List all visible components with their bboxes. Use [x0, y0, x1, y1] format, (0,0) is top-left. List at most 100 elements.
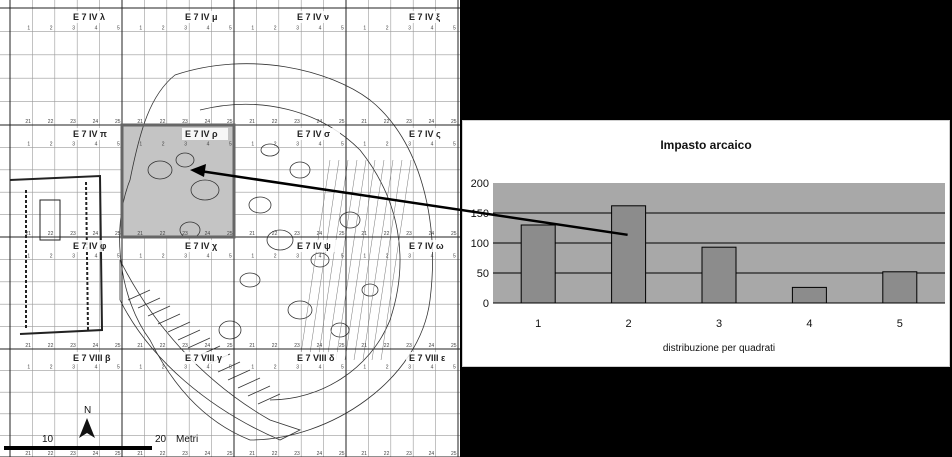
cell-number: 23: [70, 343, 76, 349]
cell-number: 2: [274, 365, 277, 371]
cell-number: 23: [294, 451, 300, 457]
cell-number: 5: [341, 141, 344, 147]
cell-number: 2: [386, 365, 389, 371]
chart-panel: Impasto arcaico 200 150 100 50 0 1 2 3 4 5 distribu…: [462, 120, 950, 367]
cell-number: 21: [361, 231, 367, 237]
grid-label-E7IV-nu: E 7 IV ν: [297, 12, 329, 22]
cell-number: 25: [115, 451, 121, 457]
cell-number: 2: [162, 365, 165, 371]
cell-number: 25: [339, 343, 345, 349]
cell-number: 24: [205, 451, 211, 457]
cell-number: 1: [363, 25, 366, 31]
cell-number: 5: [341, 25, 344, 31]
cell-number: 22: [384, 119, 390, 125]
cell-number: 5: [229, 253, 232, 259]
bar-1: [520, 224, 556, 304]
cell-number: 22: [272, 451, 278, 457]
cell-number: 25: [451, 231, 457, 237]
cell-number: 25: [115, 231, 121, 237]
cell-number: 22: [272, 343, 278, 349]
cell-number: 25: [227, 231, 233, 237]
north-label: N: [84, 405, 91, 416]
cell-number: 23: [70, 119, 76, 125]
cell-number: 4: [207, 141, 210, 147]
cell-number: 25: [339, 451, 345, 457]
bar-2: [611, 205, 647, 304]
cell-number: 2: [274, 141, 277, 147]
cell-number: 22: [384, 231, 390, 237]
cell-number: 2: [50, 365, 53, 371]
cell-number: 1: [139, 141, 142, 147]
cell-number: 24: [317, 231, 323, 237]
cell-number: 2: [50, 253, 53, 259]
cell-number: 21: [361, 451, 367, 457]
cell-number: 5: [341, 365, 344, 371]
cell-number: 21: [361, 343, 367, 349]
cell-number: 2: [274, 25, 277, 31]
cell-number: 25: [115, 119, 121, 125]
cell-number: 22: [48, 343, 54, 349]
cell-number: 23: [406, 119, 412, 125]
cell-number: 23: [182, 451, 188, 457]
cell-number: 2: [386, 141, 389, 147]
cell-number: 4: [431, 25, 434, 31]
cell-number: 3: [184, 365, 187, 371]
cell-number: 1: [139, 253, 142, 259]
cell-number: 5: [229, 25, 232, 31]
scale-label-20: 20: [155, 434, 167, 445]
cell-number: 24: [93, 451, 99, 457]
cell-number: 22: [48, 119, 54, 125]
cell-number: 1: [27, 365, 30, 371]
cell-number: 2: [386, 253, 389, 259]
cell-number: 24: [429, 119, 435, 125]
cell-number: 24: [93, 119, 99, 125]
grid-label-E7IV-xi: E 7 IV ξ: [409, 12, 440, 22]
cell-number: 24: [429, 451, 435, 457]
cell-number: 2: [162, 253, 165, 259]
cell-number: 23: [182, 343, 188, 349]
cell-number: 3: [408, 25, 411, 31]
cell-number: 4: [431, 253, 434, 259]
cell-number: 5: [117, 141, 120, 147]
cell-number: 2: [50, 25, 53, 31]
cell-number: 21: [137, 231, 143, 237]
y-tick-label: 150: [471, 208, 489, 220]
cell-number: 1: [27, 141, 30, 147]
cell-number: 23: [406, 451, 412, 457]
cell-number: 3: [184, 141, 187, 147]
cell-number: 3: [408, 141, 411, 147]
scale-unit: Metri: [176, 434, 198, 445]
cell-number: 1: [251, 141, 254, 147]
cell-number: 23: [182, 231, 188, 237]
cell-number: 4: [207, 253, 210, 259]
cell-number: 24: [205, 119, 211, 125]
grid-label-E7IV-sigma: E 7 IV σ: [297, 129, 330, 139]
cell-number: 21: [25, 231, 31, 237]
cell-number: 25: [227, 343, 233, 349]
x-tick-label: 3: [716, 318, 722, 330]
cell-number: 22: [48, 231, 54, 237]
grid-labels: E 7 IV λ E 7 IV μ E 7 IV ν E 7 IV ξ E 7 IV π…: [70, 11, 452, 364]
cell-number: 3: [184, 25, 187, 31]
cell-numbers: 1212223234245251212223234245251212223234…: [25, 25, 456, 457]
cell-number: 23: [70, 451, 76, 457]
cell-number: 22: [384, 343, 390, 349]
x-axis-title: distribuzione per quadrati: [663, 343, 775, 354]
excavation-map: 1 21 2 22 3 23 4 24 5 25 1 21 2 22 3 23 4 24 5 25 1 21 2 22 3 23 4…: [0, 0, 460, 457]
cell-number: 5: [117, 253, 120, 259]
cell-number: 4: [319, 365, 322, 371]
cell-number: 21: [137, 119, 143, 125]
cell-number: 25: [451, 119, 457, 125]
cell-number: 5: [229, 141, 232, 147]
cell-number: 21: [249, 451, 255, 457]
cell-number: 1: [251, 253, 254, 259]
y-tick-label: 0: [483, 298, 489, 310]
cell-number: 22: [48, 451, 54, 457]
cell-number: 3: [72, 141, 75, 147]
scale-label-10: 10: [42, 434, 54, 445]
cell-number: 2: [162, 141, 165, 147]
cell-number: 4: [95, 365, 98, 371]
cell-number: 22: [272, 231, 278, 237]
cell-number: 24: [429, 231, 435, 237]
cell-number: 21: [25, 451, 31, 457]
